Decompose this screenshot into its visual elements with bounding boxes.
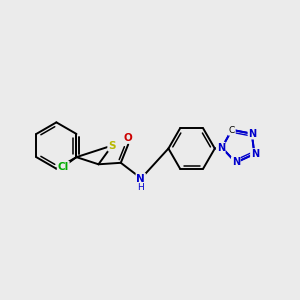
Text: N: N — [251, 149, 259, 159]
Text: N: N — [248, 129, 256, 139]
Text: O: O — [124, 133, 133, 143]
Text: S: S — [108, 140, 116, 151]
Text: N: N — [136, 174, 145, 184]
Text: C: C — [229, 126, 235, 135]
Text: N: N — [232, 157, 240, 167]
Text: Cl: Cl — [58, 162, 69, 172]
Text: N: N — [217, 142, 225, 153]
Text: H: H — [137, 183, 144, 192]
Text: S: S — [108, 140, 116, 151]
